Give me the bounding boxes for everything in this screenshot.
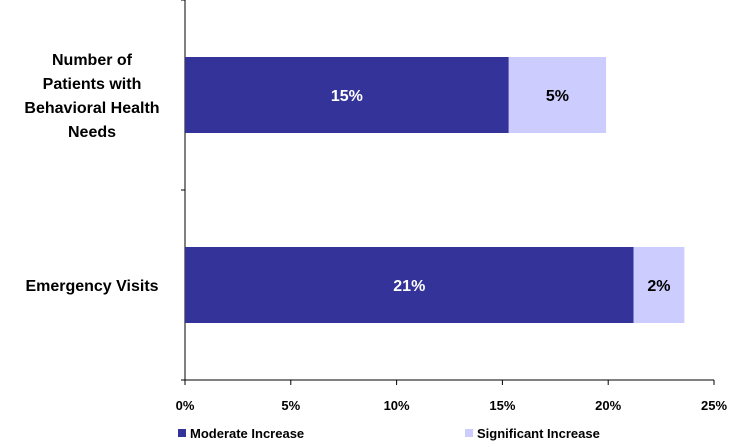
legend-label: Moderate Increase (190, 426, 304, 441)
legend-label: Significant Increase (477, 426, 600, 441)
data-label: 21% (393, 278, 425, 295)
bar-moderate-0 (185, 57, 509, 133)
bar-moderate-1 (185, 247, 634, 323)
legend-swatch (465, 429, 473, 437)
x-tick-label: 0% (176, 398, 195, 413)
data-label: 5% (546, 88, 569, 105)
x-tick-label: 20% (595, 398, 621, 413)
data-label: 2% (647, 278, 670, 295)
bars: 15% 5% 21% 2% (185, 57, 685, 323)
legend: Moderate Increase Significant Increase (178, 426, 600, 441)
x-tick-label: 25% (701, 398, 727, 413)
bar-significant-1 (633, 247, 685, 323)
category-label-line: Emergency Visits (25, 278, 158, 295)
category-label-line: Patients with (43, 76, 142, 93)
legend-swatch (178, 429, 186, 437)
category-label: Number of Patients with Behavioral Health N… (24, 52, 159, 141)
x-tick-label: 15% (489, 398, 515, 413)
category-label-line: Needs (68, 124, 116, 141)
bar-significant-0 (508, 57, 607, 133)
data-label: 15% (331, 88, 363, 105)
x-tick-labels: 0% 5% 10% 15% 20% 25% (176, 398, 728, 413)
x-tick-label: 5% (281, 398, 300, 413)
category-label-line: Number of (52, 52, 133, 69)
category-label-line: Behavioral Health (24, 100, 159, 117)
category-label: Emergency Visits (25, 278, 158, 295)
category-labels: Number of Patients with Behavioral Health N… (24, 52, 159, 295)
x-tick-label: 10% (384, 398, 410, 413)
